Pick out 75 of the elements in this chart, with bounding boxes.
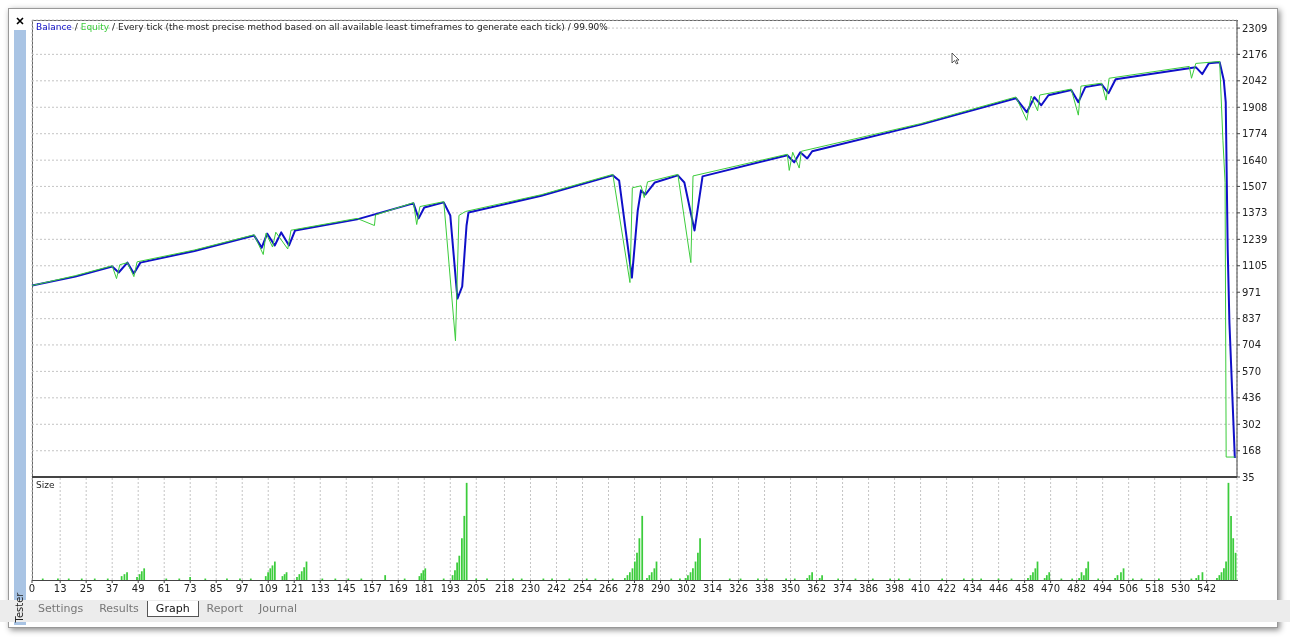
x-tick-label: 422 — [937, 583, 957, 595]
x-tick-label: 73 — [183, 583, 197, 595]
y-tick-label: 1373 — [1242, 207, 1268, 219]
y-tick-label: 971 — [1242, 286, 1262, 298]
x-tick-label: 157 — [362, 583, 382, 595]
x-tick-label: 193 — [440, 583, 460, 595]
x-tick-label: 506 — [1119, 583, 1139, 595]
x-tick-label: 218 — [494, 583, 515, 595]
x-tick-label: 37 — [105, 583, 119, 595]
text: Journal — [257, 601, 299, 617]
y-tick-label: 2042 — [1242, 75, 1268, 87]
text: Balance — [36, 22, 72, 32]
x-tick-label: 133 — [310, 583, 330, 595]
y-tick-label: 35 — [1242, 471, 1255, 483]
x-tick-label: 169 — [388, 583, 408, 595]
x-tick-label: 290 — [650, 583, 671, 595]
x-tick-label: 266 — [598, 583, 619, 595]
x-tick-label: 145 — [336, 583, 356, 595]
text: Tester — [14, 592, 26, 622]
x-tick-label: 205 — [466, 583, 486, 595]
x-tick-label: 326 — [728, 583, 749, 595]
x-tick-label: 398 — [885, 583, 905, 595]
x-tick-label: 302 — [676, 583, 697, 595]
x-tick-label: 362 — [807, 583, 827, 595]
x-tick-label: 61 — [157, 583, 171, 595]
x-tick-label: 434 — [963, 583, 983, 595]
y-tick-label: 2176 — [1242, 48, 1268, 60]
x-tick-label: 242 — [546, 583, 567, 595]
x-tick-label: 254 — [572, 583, 593, 595]
x-tick-label: 542 — [1197, 583, 1217, 595]
y-tick-label: 704 — [1242, 339, 1262, 351]
y-tick-label: 302 — [1242, 418, 1262, 430]
x-tick-label: 350 — [781, 583, 801, 595]
y-tick-label: 570 — [1242, 365, 1262, 377]
text: Equity — [80, 22, 110, 32]
y-tick-label: 1640 — [1242, 154, 1268, 166]
y-tick-label: 1507 — [1242, 180, 1268, 192]
x-tick-label: 109 — [258, 583, 278, 595]
x-tick-label: 49 — [131, 583, 145, 595]
x-tick-label: 85 — [209, 583, 223, 595]
x-tick-label: 314 — [702, 583, 723, 595]
x-tick-label: 181 — [414, 583, 434, 595]
x-tick-label: 530 — [1171, 583, 1191, 595]
x-tick-label: 494 — [1093, 583, 1113, 595]
text: Settings — [37, 601, 85, 617]
text: Report — [205, 601, 245, 617]
x-tick-label: 446 — [989, 583, 1009, 595]
y-tick-label: 1908 — [1242, 101, 1268, 113]
y-tick-label: 1774 — [1242, 128, 1268, 140]
x-tick-label: 374 — [833, 583, 853, 595]
x-tick-label: 458 — [1015, 583, 1035, 595]
y-tick-label: 2309 — [1242, 22, 1268, 34]
x-tick-label: 386 — [859, 583, 879, 595]
x-tick-label: 97 — [235, 583, 249, 595]
y-tick-label: 1105 — [1242, 260, 1268, 272]
x-tick-label: 518 — [1145, 583, 1165, 595]
annotation: / — [112, 22, 116, 32]
text: Results — [98, 601, 140, 617]
x-tick-label: 410 — [911, 583, 931, 595]
y-tick-label: 1239 — [1242, 233, 1268, 245]
x-tick-label: 338 — [754, 583, 775, 595]
y-tick-label: 168 — [1242, 445, 1262, 457]
x-tick-label: 0 — [28, 583, 36, 595]
chart-title: Size — [36, 480, 55, 490]
annotation: / — [74, 22, 78, 32]
x-tick-label: 121 — [284, 583, 304, 595]
y-tick-label: 436 — [1242, 392, 1262, 404]
x-tick-label: 470 — [1041, 583, 1061, 595]
y-tick-label: 837 — [1242, 313, 1262, 325]
chart-title: Every tick (the most precise method based on all available least timeframes to generate each tick) / 99.90% — [117, 22, 608, 32]
x-tick-label: 230 — [520, 583, 541, 595]
x-tick-label: 13 — [53, 583, 67, 595]
x-tick-label: 25 — [79, 583, 93, 595]
x-tick-label: 482 — [1067, 583, 1087, 595]
x-tick-label: 278 — [624, 583, 645, 595]
